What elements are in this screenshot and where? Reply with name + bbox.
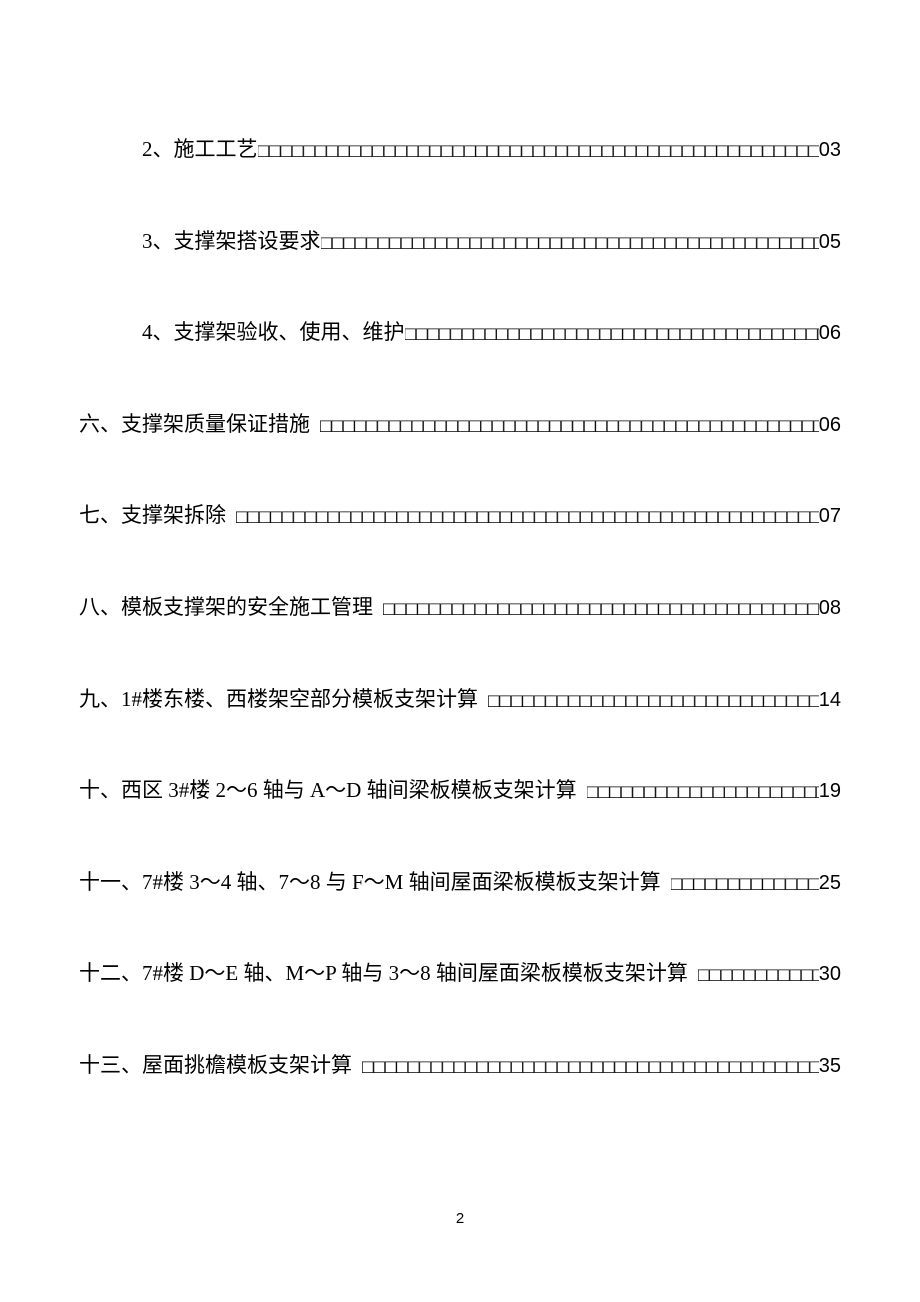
toc-leader: □□□□□□□□□□□□□□□□□□□□□□□□□□□□□□□□□□□□□□□□… bbox=[321, 231, 819, 258]
toc-entry: 八、模板支撑架的安全施工管理 □□□□□□□□□□□□□□□□□□□□□□□□□□… bbox=[79, 593, 841, 623]
toc-entry-page: 19 bbox=[819, 777, 841, 805]
page-container: 2、施工工艺□□□□□□□□□□□□□□□□□□□□□□□□□□□□□□□□□□… bbox=[0, 0, 920, 1081]
toc-entry-page: 30 bbox=[819, 960, 841, 988]
toc-entry-page: 25 bbox=[819, 869, 841, 897]
toc-entry-title: 六、支撑架质量保证措施 bbox=[79, 410, 310, 439]
toc-entry-page: 05 bbox=[819, 228, 841, 256]
toc-entry-page: 14 bbox=[819, 686, 841, 714]
toc-entry-title: 2、施工工艺 bbox=[142, 135, 258, 164]
toc-leader: □□□□□□□□□□□□□□□□□□□□□□□□□□□□□□□□□□□□□□□□… bbox=[258, 139, 819, 166]
toc-entry-title: 4、支撑架验收、使用、维护 bbox=[142, 318, 405, 347]
toc-entry-title: 3、支撑架搭设要求 bbox=[142, 227, 321, 256]
toc-entry: 4、支撑架验收、使用、维护□□□□□□□□□□□□□□□□□□□□□□□□□□□… bbox=[79, 318, 841, 348]
toc-leader: □□□□□□□□□□□□□□□□□□□□□□□□□□□□□□□□□□□□□□□□… bbox=[236, 505, 819, 532]
toc-leader: □□□□□□□□□□□□□□□□□□□□□□□□□□□□□□□□□□□□□□□□… bbox=[362, 1055, 819, 1082]
toc-entry: 十三、屋面挑檐模板支架计算 □□□□□□□□□□□□□□□□□□□□□□□□□□□… bbox=[79, 1051, 841, 1081]
toc-leader: □□□□□□□□□□□□□□□□□□□□□□□□□□□□□□□□□□□□□□□□… bbox=[405, 322, 819, 349]
toc-entry-title: 十二、7#楼 D～E 轴、M～P 轴与 3～8 轴间屋面梁板模板支架计算 bbox=[79, 959, 688, 988]
toc-entry: 九、1#楼东楼、西楼架空部分模板支架计算 □□□□□□□□□□□□□□□□□□□□… bbox=[79, 685, 841, 715]
toc-entry: 六、支撑架质量保证措施 □□□□□□□□□□□□□□□□□□□□□□□□□□□□□… bbox=[79, 410, 841, 440]
page-number: 2 bbox=[0, 1210, 920, 1227]
toc-leader: □□□□□□□□□□□□□□□□□□□□□□□□□□□□□□□□□□□□□□□□… bbox=[320, 414, 819, 441]
toc-entry: 十一、7#楼 3～4 轴、7～8 与 F～M 轴间屋面梁板模板支架计算 □□□□□… bbox=[79, 868, 841, 898]
toc-entry-page: 06 bbox=[819, 411, 841, 439]
toc-entry-title: 十一、7#楼 3～4 轴、7～8 与 F～M 轴间屋面梁板模板支架计算 bbox=[79, 868, 661, 897]
toc-leader: □□□□□□□□□□□□□□□□□□□□□□□□□□□□□□□□□□□□□□□□… bbox=[488, 689, 819, 716]
toc-entry: 3、支撑架搭设要求□□□□□□□□□□□□□□□□□□□□□□□□□□□□□□□… bbox=[79, 227, 841, 257]
toc-entry-title: 十三、屋面挑檐模板支架计算 bbox=[79, 1051, 352, 1080]
toc-leader: □□□□□□□□□□□□□□□□□□□□□□□□□□□□□□□□□□□□□□□□… bbox=[587, 780, 819, 807]
toc-entry: 七、支撑架拆除 □□□□□□□□□□□□□□□□□□□□□□□□□□□□□□□□□… bbox=[79, 501, 841, 531]
toc-entry: 十二、7#楼 D～E 轴、M～P 轴与 3～8 轴间屋面梁板模板支架计算 □□□□… bbox=[79, 959, 841, 989]
toc-entry-page: 06 bbox=[819, 319, 841, 347]
toc-leader: □□□□□□□□□□□□□□□□□□□□□□□□□□□□□□□□□□□□□□□□… bbox=[671, 872, 819, 899]
toc-entry-page: 35 bbox=[819, 1052, 841, 1080]
table-of-contents: 2、施工工艺□□□□□□□□□□□□□□□□□□□□□□□□□□□□□□□□□□… bbox=[79, 135, 841, 1081]
toc-entry-page: 08 bbox=[819, 594, 841, 622]
toc-entry: 2、施工工艺□□□□□□□□□□□□□□□□□□□□□□□□□□□□□□□□□□… bbox=[79, 135, 841, 165]
toc-entry-title: 七、支撑架拆除 bbox=[79, 501, 226, 530]
toc-leader: □□□□□□□□□□□□□□□□□□□□□□□□□□□□□□□□□□□□□□□□… bbox=[383, 597, 819, 624]
toc-entry: 十、西区 3#楼 2～6 轴与 A～D 轴间梁板模板支架计算 □□□□□□□□□□… bbox=[79, 776, 841, 806]
toc-leader: □□□□□□□□□□□□□□□□□□□□□□□□□□□□□□□□□□□□□□□□… bbox=[698, 963, 819, 990]
toc-entry-title: 八、模板支撑架的安全施工管理 bbox=[79, 593, 373, 622]
toc-entry-page: 03 bbox=[819, 136, 841, 164]
toc-entry-page: 07 bbox=[819, 502, 841, 530]
toc-entry-title: 十、西区 3#楼 2～6 轴与 A～D 轴间梁板模板支架计算 bbox=[79, 776, 577, 805]
toc-entry-title: 九、1#楼东楼、西楼架空部分模板支架计算 bbox=[79, 685, 478, 714]
